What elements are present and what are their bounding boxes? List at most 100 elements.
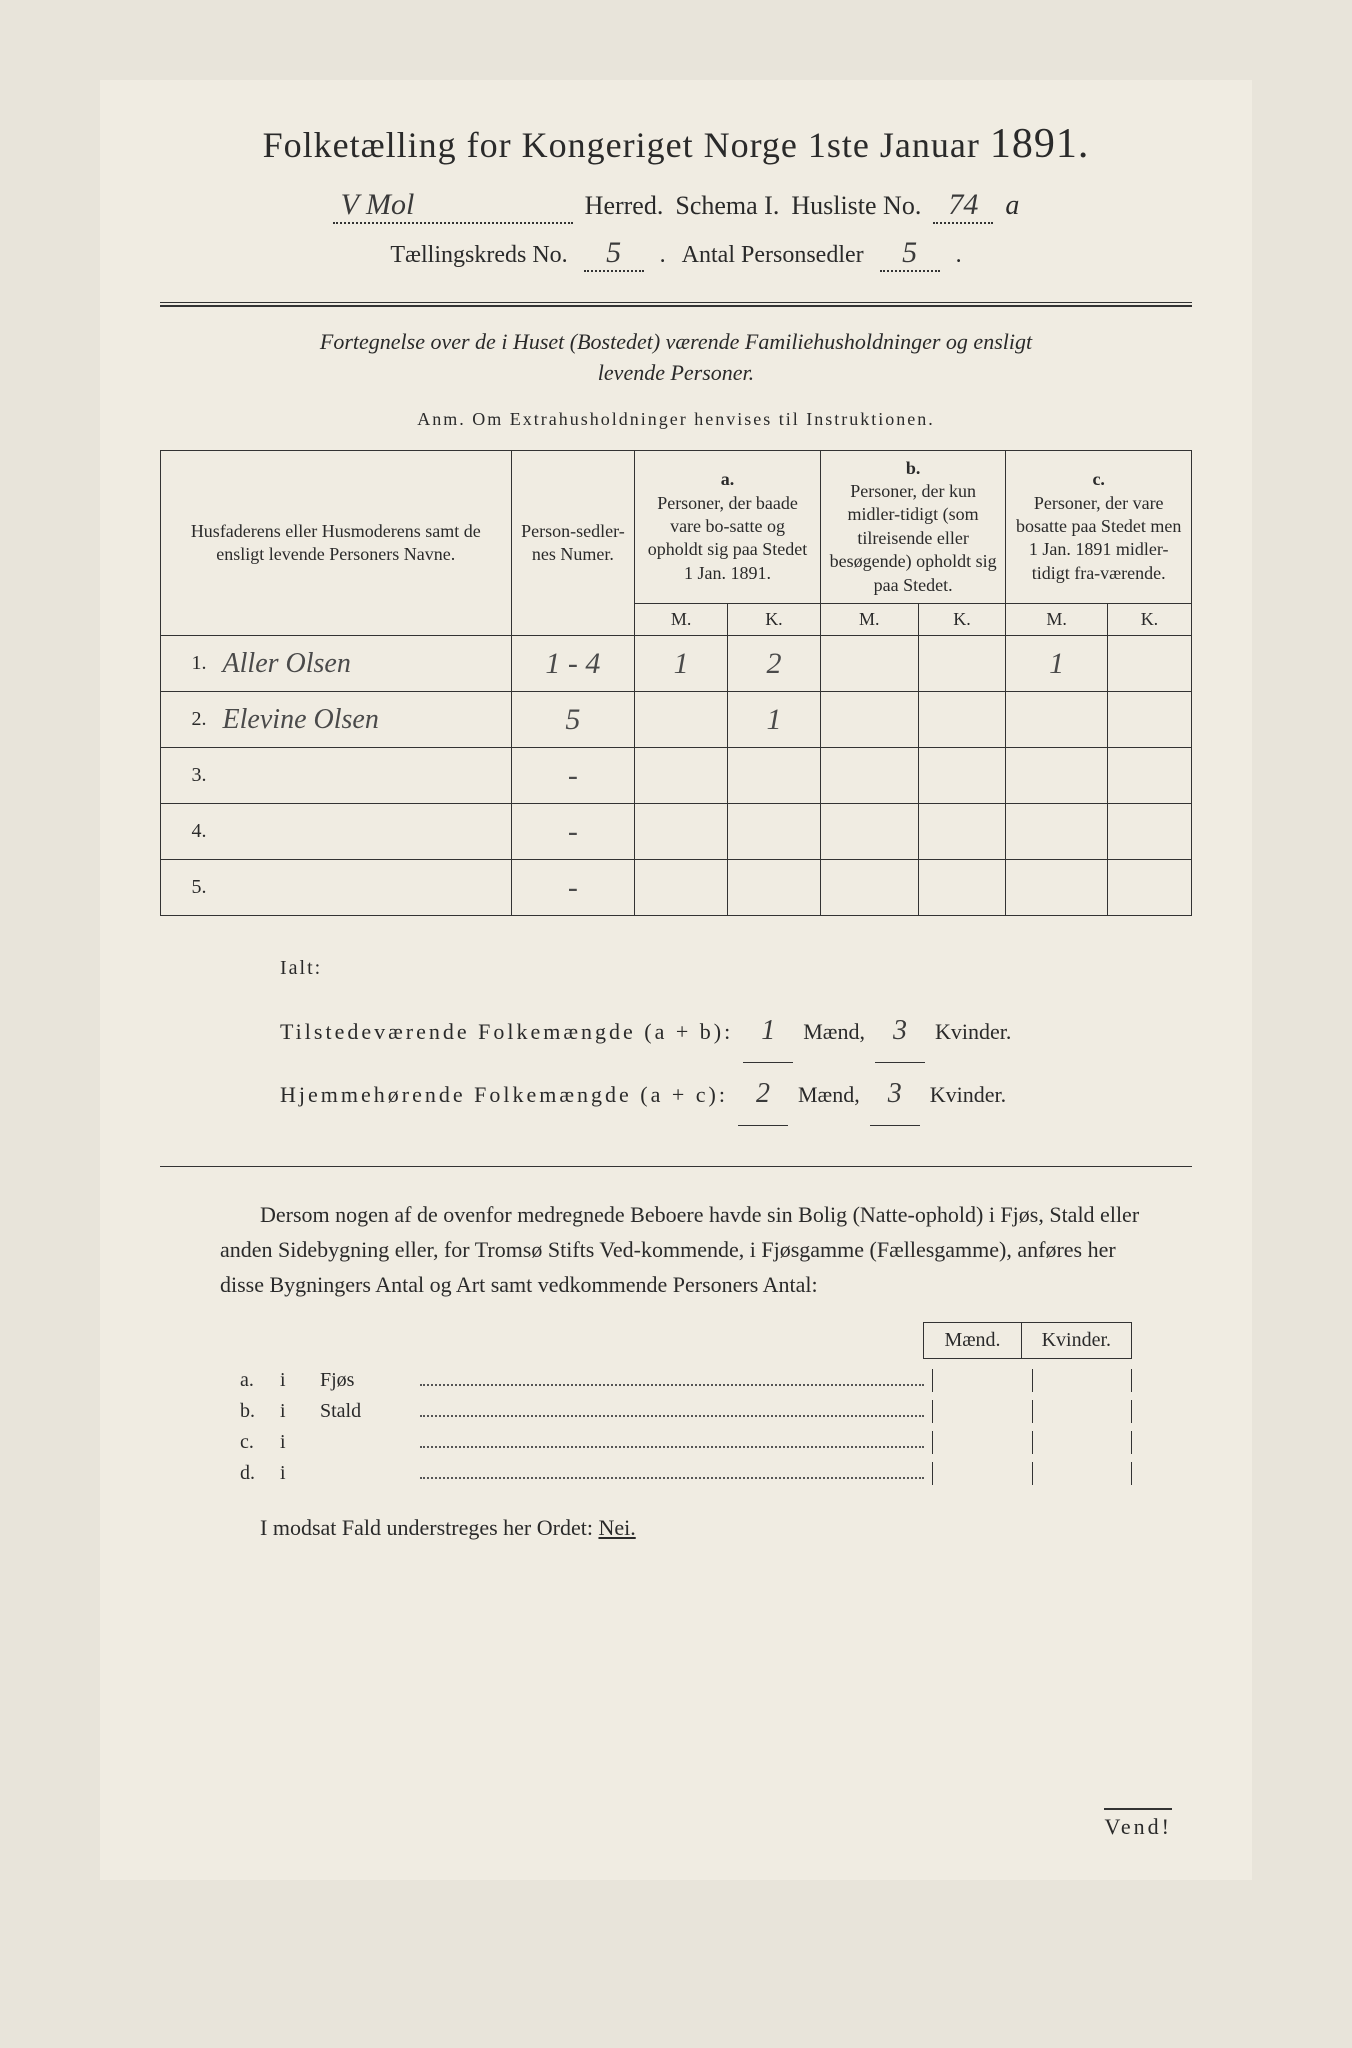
col-c-text: Personer, der vare bosatte paa Stedet me… xyxy=(1016,493,1181,583)
table-row: 2. Elevine Olsen 5 1 xyxy=(161,692,1192,748)
b-k-cell xyxy=(918,804,1006,860)
modsat-line: I modsat Fald understreges her Ordet: Ne… xyxy=(220,1515,1132,1541)
intro-line1: Fortegnelse over de i Huset (Bostedet) v… xyxy=(320,329,1032,354)
b-k-cell xyxy=(918,692,1006,748)
vend-footer: Vend! xyxy=(1104,1808,1172,1840)
b-m-cell xyxy=(820,748,918,804)
a-m-cell xyxy=(635,804,728,860)
subtable-k-cell xyxy=(1032,1431,1132,1454)
b-m-cell xyxy=(820,804,918,860)
ialt-kvinder2: Kvinder. xyxy=(930,1071,1006,1119)
b-m-cell xyxy=(820,692,918,748)
col-a-k: K. xyxy=(728,603,821,635)
modsat-text: I modsat Fald understreges her Ordet: xyxy=(260,1515,593,1540)
body-paragraph: Dersom nogen af de ovenfor medregnede Be… xyxy=(220,1197,1152,1303)
name-cell xyxy=(215,804,512,860)
name-cell: Elevine Olsen xyxy=(215,692,512,748)
col-a-header: a. Personer, der baade vare bo-satte og … xyxy=(635,450,821,603)
divider xyxy=(160,302,1192,303)
subtable-k-cell xyxy=(1032,1462,1132,1485)
table-row: 3. - xyxy=(161,748,1192,804)
antal-label: Antal Personsedler xyxy=(682,242,864,269)
a-m-cell xyxy=(635,692,728,748)
name-cell: Aller Olsen xyxy=(215,636,512,692)
subtable-dots xyxy=(420,1415,924,1417)
herred-label: Herred. xyxy=(585,191,664,221)
anm-text: Anm. Om Extrahusholdninger henvises til … xyxy=(160,409,1192,430)
antal-value: 5 xyxy=(880,236,940,272)
b-k-cell xyxy=(918,636,1006,692)
intro-line2: levende Personer. xyxy=(598,360,754,385)
subtable-i: i xyxy=(280,1369,320,1392)
ialt-row-1: Tilstedeværende Folkemængde (a + b): 1 M… xyxy=(280,1000,1132,1063)
subtable-i: i xyxy=(280,1400,320,1423)
title-prefix: Folketælling for Kongeriget Norge 1ste J… xyxy=(263,125,980,165)
table-row: 1. Aller Olsen 1 - 4 1 2 1 xyxy=(161,636,1192,692)
subtable-i: i xyxy=(280,1431,320,1454)
c-k-cell xyxy=(1107,860,1191,916)
subtable-k-cell xyxy=(1032,1400,1132,1423)
col-numer-header: Person-sedler-nes Numer. xyxy=(511,450,635,636)
subtable-row: b. i Stald xyxy=(240,1400,1132,1423)
a-m-cell xyxy=(635,748,728,804)
ialt-kvinder: Kvinder. xyxy=(935,1008,1011,1056)
c-k-cell xyxy=(1107,804,1191,860)
subtable-row: d. i xyxy=(240,1462,1132,1485)
herred-value: V Mol xyxy=(333,188,573,224)
numer-cell: - xyxy=(511,860,635,916)
col-a-text: Personer, der baade vare bo-satte og oph… xyxy=(648,493,807,583)
subtable-m-cell xyxy=(932,1400,1032,1423)
husliste-value: 74 xyxy=(933,188,993,224)
b-k-cell xyxy=(918,748,1006,804)
ialt-row1-k: 3 xyxy=(875,1000,925,1063)
row-num: 3. xyxy=(161,748,215,804)
row-num: 2. xyxy=(161,692,215,748)
c-m-cell: 1 xyxy=(1006,636,1108,692)
row-num: 1. xyxy=(161,636,215,692)
b-m-cell xyxy=(820,860,918,916)
page-title: Folketælling for Kongeriget Norge 1ste J… xyxy=(160,120,1192,168)
husliste-suffix: a xyxy=(1005,190,1019,222)
ialt-section: Ialt: Tilstedeværende Folkemængde (a + b… xyxy=(280,946,1132,1125)
subtable-letter: d. xyxy=(240,1462,280,1485)
col-b-text: Personer, der kun midler-tidigt (som til… xyxy=(830,481,997,595)
col-c-letter: c. xyxy=(1092,469,1105,489)
col-b-header: b. Personer, der kun midler-tidigt (som … xyxy=(820,450,1006,603)
husliste-label: Husliste No. xyxy=(791,191,921,221)
subtable-row: c. i xyxy=(240,1431,1132,1454)
subtable-i: i xyxy=(280,1462,320,1485)
subtable-k-cell xyxy=(1032,1369,1132,1392)
subtable-kvinder-header: Kvinder. xyxy=(1021,1322,1132,1359)
subtable-dots xyxy=(420,1384,924,1386)
b-m-cell xyxy=(820,636,918,692)
numer-cell: - xyxy=(511,748,635,804)
col-a-letter: a. xyxy=(721,469,735,489)
tkreeds-label: Tællingskreds No. xyxy=(390,242,567,269)
main-table: Husfaderens eller Husmoderens samt de en… xyxy=(160,450,1192,917)
subtable-letter: a. xyxy=(240,1369,280,1392)
intro-text: Fortegnelse over de i Huset (Bostedet) v… xyxy=(200,327,1152,389)
subtable-dots xyxy=(420,1446,924,1448)
ialt-row-2: Hjemmehørende Folkemængde (a + c): 2 Mæn… xyxy=(280,1063,1132,1126)
name-cell xyxy=(215,860,512,916)
ialt-row2-m: 2 xyxy=(738,1063,788,1126)
title-year: 1891. xyxy=(990,121,1090,167)
col-names-header: Husfaderens eller Husmoderens samt de en… xyxy=(161,450,512,636)
c-k-cell xyxy=(1107,748,1191,804)
a-k-cell xyxy=(728,748,821,804)
name-cell xyxy=(215,748,512,804)
ialt-row2-k: 3 xyxy=(870,1063,920,1126)
sub-table: a. i Fjøs b. i Stald c. i d. i xyxy=(240,1369,1132,1485)
ialt-maend2: Mænd, xyxy=(798,1071,860,1119)
col-b-letter: b. xyxy=(906,458,921,478)
subtable-m-cell xyxy=(932,1462,1032,1485)
a-k-cell: 1 xyxy=(728,692,821,748)
divider xyxy=(160,305,1192,307)
ialt-row1-m: 1 xyxy=(743,1000,793,1063)
a-m-cell: 1 xyxy=(635,636,728,692)
col-c-m: M. xyxy=(1006,603,1108,635)
numer-cell: - xyxy=(511,804,635,860)
schema-label: Schema I. xyxy=(675,191,779,221)
col-b-k: K. xyxy=(918,603,1006,635)
a-k-cell: 2 xyxy=(728,636,821,692)
